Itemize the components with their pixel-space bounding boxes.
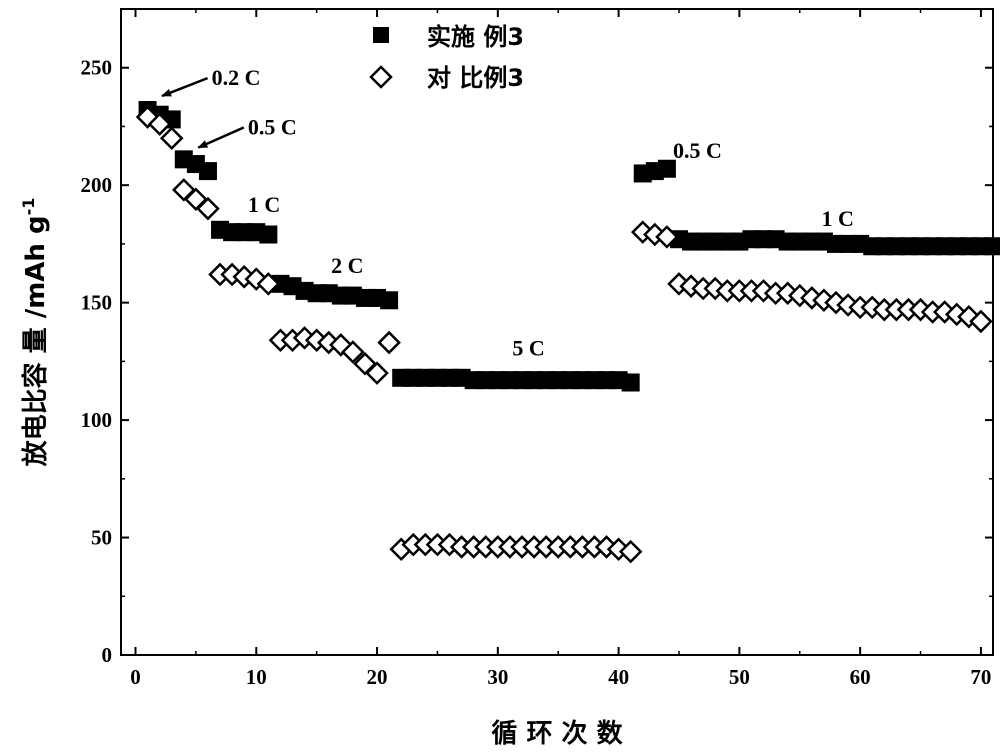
y-tick-label: 250 (81, 56, 113, 80)
y-tick-label: 200 (81, 173, 113, 197)
legend: 实施 例3 对 比例3 (369, 23, 524, 92)
y-tick-label: 0 (102, 643, 113, 667)
y-tick-label: 150 (81, 291, 113, 315)
data-point-square (380, 291, 399, 310)
legend-marker-open-diamond (369, 65, 393, 89)
series-comparative-3 (135, 105, 993, 564)
y-axis-title: 放电比容 量 /mAh g-1 (19, 198, 51, 468)
x-tick-label: 50 (729, 665, 750, 689)
rate-label: 1 C (248, 192, 280, 217)
data-point-diamond (341, 340, 365, 364)
series-example-3 (138, 101, 1000, 392)
data-point-diamond (655, 225, 679, 249)
x-tick-label: 70 (970, 665, 991, 689)
data-point-diamond (147, 112, 172, 136)
rate-annotations: 0.2 C 0.5 C 1 C 2 C 5 C 0.5 C 1 C (161, 65, 854, 360)
rate-label: 0.2 C (212, 65, 261, 90)
y-axis-title-main: 放电比容 量 /mAh g (20, 215, 51, 467)
legend-label-comparative-3: 对 比例3 (427, 64, 524, 92)
data-point-diamond (377, 330, 401, 355)
axis-ticks (121, 9, 993, 656)
rate-label: 0.5 C (673, 138, 722, 163)
legend-label-example-3: 实施 例3 (427, 23, 524, 51)
data-point-square (259, 225, 278, 244)
annotation-arrow (161, 76, 209, 98)
plot-frame (120, 8, 994, 656)
rate-label: 1 C (821, 206, 853, 231)
y-tick-label: 50 (91, 526, 112, 550)
x-tick-label: 30 (487, 665, 508, 689)
data-point-diamond (256, 272, 281, 296)
axis-tick-labels: 0 10 20 30 40 50 60 70 0 50 100 150 200 250 (81, 56, 992, 689)
x-axis-title: 循 环 次 数 (491, 719, 623, 749)
rate-label: 5 C (512, 335, 544, 360)
data-point-diamond (957, 304, 981, 329)
y-axis-title-text: 放电比容 量 /mAh g-1 (19, 198, 51, 468)
data-point-diamond (196, 196, 220, 221)
data-point-diamond (618, 539, 643, 564)
data-point-diamond (353, 351, 377, 376)
data-point-square (621, 373, 640, 392)
data-point-square (657, 159, 676, 178)
data-point-square (984, 237, 1000, 256)
data-point-diamond (135, 105, 160, 129)
annotation-arrow (197, 126, 245, 149)
x-tick-label: 10 (246, 665, 267, 689)
data-point-diamond (159, 126, 184, 150)
y-axis-title-superscript: -1 (19, 198, 38, 216)
rate-label: 0.5 C (248, 114, 297, 139)
data-point-diamond (365, 361, 389, 385)
x-tick-label: 0 (130, 665, 141, 689)
data-point-diamond (329, 333, 353, 357)
data-point-diamond (969, 309, 993, 334)
x-tick-label: 20 (367, 665, 388, 689)
data-point-square (198, 162, 217, 181)
y-tick-label: 100 (81, 408, 113, 432)
legend-marker-filled-square (373, 27, 389, 43)
x-tick-label: 40 (608, 665, 629, 689)
rate-label: 2 C (331, 253, 363, 278)
x-tick-label: 60 (850, 665, 871, 689)
